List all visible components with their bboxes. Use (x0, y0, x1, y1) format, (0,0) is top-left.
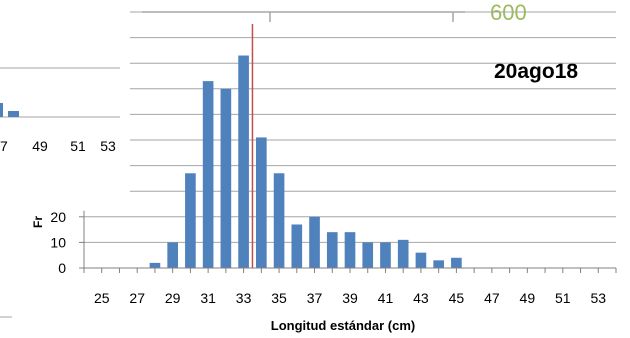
y-tick-label: 10 (50, 234, 66, 250)
bar (149, 262, 161, 268)
bar (397, 239, 409, 268)
bar (380, 242, 391, 268)
x-axis-label: Longitud estándar (cm) (271, 318, 415, 333)
x-tick-label: 37 (307, 290, 323, 306)
bar (167, 242, 178, 268)
bg-x-tick-label: 51 (70, 138, 86, 154)
x-tick-label: 49 (520, 290, 536, 306)
bg-x-tick-label: 53 (100, 138, 116, 154)
bg-x-tick-label: 49 (32, 138, 48, 154)
x-tick-label: 41 (378, 290, 394, 306)
x-tick-label: 43 (413, 290, 429, 306)
x-tick-label: 33 (236, 290, 252, 306)
y-tick-label: 0 (58, 260, 66, 276)
x-tick-label: 29 (165, 290, 181, 306)
bar (309, 216, 320, 268)
bar (256, 137, 267, 268)
bar (185, 173, 196, 268)
bar (362, 242, 374, 268)
y-tick-label: 20 (50, 209, 66, 225)
bar (220, 88, 232, 268)
bar (433, 260, 444, 268)
x-tick-label: 45 (449, 290, 465, 306)
x-tick-label: 39 (342, 290, 358, 306)
bar (273, 173, 285, 268)
bar (202, 81, 214, 269)
x-tick-label: 31 (200, 290, 216, 306)
axes (79, 210, 617, 273)
background-chart: 7 49 51 53 (0, 67, 120, 318)
y-tick-labels: 0 10 20 (50, 209, 66, 276)
x-tick-label: 51 (555, 290, 571, 306)
chart-title: 20ago18 (494, 60, 578, 83)
gridlines (84, 11, 616, 243)
x-tick-label: 47 (484, 290, 500, 306)
x-tick-labels: 25 27 29 31 33 35 37 39 41 43 45 47 49 51 53 (94, 290, 606, 306)
bars (149, 55, 462, 269)
bg-bar (0, 103, 3, 117)
bar (344, 232, 356, 268)
bar (291, 224, 303, 268)
x-tick-label: 27 (129, 290, 145, 306)
y-axis-label: Fr (31, 216, 45, 228)
bg-x-tick-label: 7 (0, 138, 8, 154)
x-tick-label: 53 (590, 290, 606, 306)
bar (415, 252, 427, 268)
bar (326, 232, 338, 268)
x-tick-label: 35 (271, 290, 287, 306)
bar (238, 55, 249, 268)
bar (451, 257, 462, 268)
top-frame (142, 11, 465, 22)
bg-bar (8, 111, 19, 117)
x-tick-label: 25 (94, 290, 110, 306)
